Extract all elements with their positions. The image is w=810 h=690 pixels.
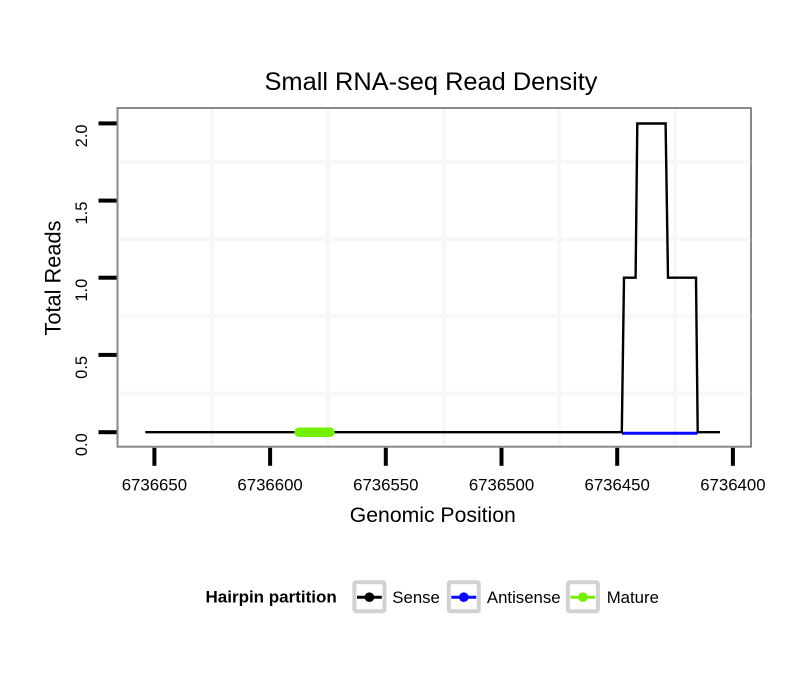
svg-text:6736400: 6736400 [700, 475, 765, 494]
svg-text:Antisense: Antisense [487, 588, 561, 607]
svg-text:6736500: 6736500 [469, 475, 534, 494]
svg-text:6736600: 6736600 [237, 475, 302, 494]
svg-text:1.5: 1.5 [73, 202, 91, 225]
svg-text:0.5: 0.5 [73, 356, 91, 379]
svg-text:1.0: 1.0 [73, 279, 91, 302]
svg-text:0.0: 0.0 [73, 433, 91, 456]
svg-text:2.0: 2.0 [73, 124, 91, 147]
svg-text:6736550: 6736550 [353, 475, 418, 494]
svg-text:Hairpin partition: Hairpin partition [206, 588, 337, 607]
svg-text:Total Reads: Total Reads [41, 220, 66, 335]
svg-text:6736650: 6736650 [122, 475, 187, 494]
svg-text:6736450: 6736450 [585, 475, 650, 494]
svg-text:Genomic Position: Genomic Position [350, 504, 516, 527]
svg-text:Small RNA-seq Read Density: Small RNA-seq Read Density [264, 68, 597, 96]
svg-text:Mature: Mature [607, 588, 659, 607]
svg-text:Sense: Sense [392, 588, 440, 607]
